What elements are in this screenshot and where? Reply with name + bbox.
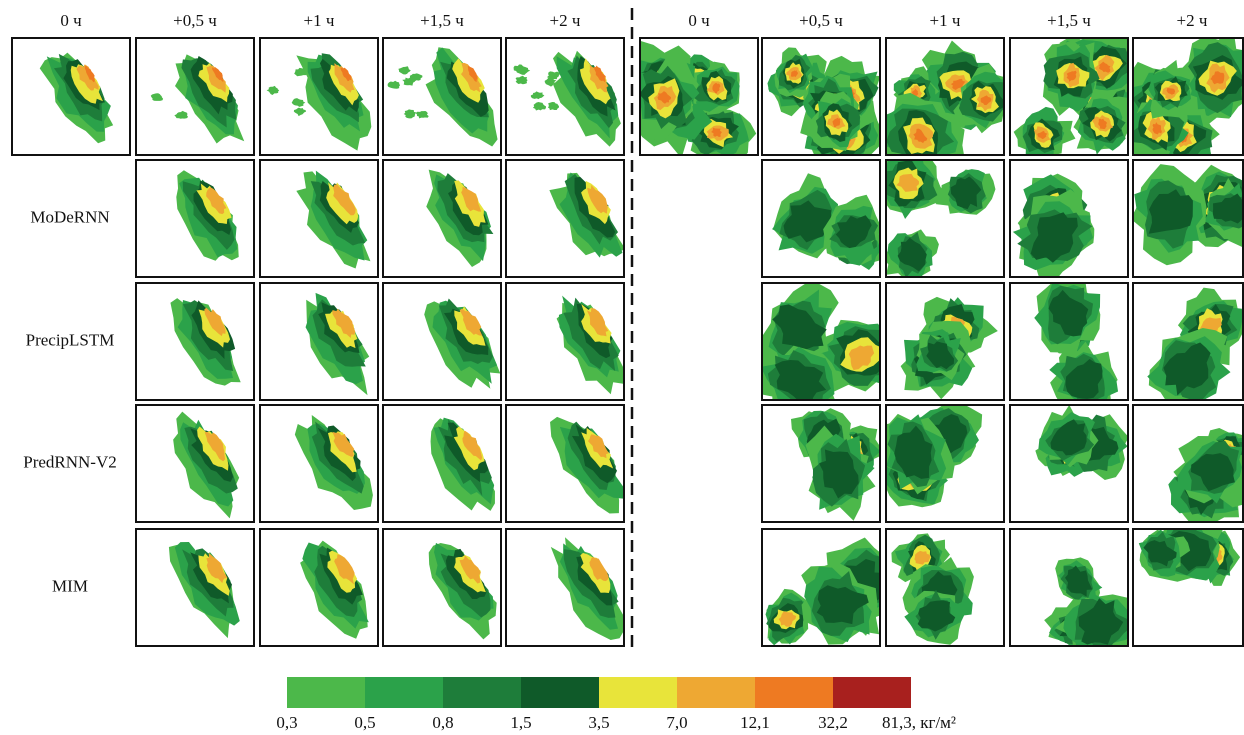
colorbar-swatch — [521, 677, 599, 708]
column-header: 0 ч — [688, 11, 710, 30]
row-label: MoDeRNN — [30, 207, 109, 226]
colorbar-swatch — [755, 677, 833, 708]
column-header: +1,5 ч — [420, 11, 464, 30]
colorbar-label: 0,3 — [276, 713, 297, 732]
panel-content — [1139, 515, 1240, 586]
column-header: +2 ч — [1177, 11, 1208, 30]
column-header: 0 ч — [60, 11, 82, 30]
row-label: PrecipLSTM — [26, 330, 115, 349]
column-header: +0,5 ч — [799, 11, 843, 30]
colorbar-label: 3,5 — [588, 713, 609, 732]
row-label: PredRNN-V2 — [23, 452, 117, 471]
colorbar-swatch — [287, 677, 365, 708]
colorbar-label: 12,1 — [740, 713, 770, 732]
column-header: +1 ч — [304, 11, 335, 30]
colorbar-label: 81,3, кг/м² — [882, 713, 956, 732]
colorbar-label: 32,2 — [818, 713, 848, 732]
figure: 0 ч +0,5 ч +1 ч +1,5 ч +2 ч 0 ч +0,5 ч +1 ч +1,5… — [0, 0, 1244, 735]
colorbar-label: 7,0 — [666, 713, 687, 732]
colorbar-swatch — [599, 677, 677, 708]
column-header: +1 ч — [930, 11, 961, 30]
colorbar-label: 0,8 — [432, 713, 453, 732]
colorbar-swatch — [677, 677, 755, 708]
column-header: +2 ч — [550, 11, 581, 30]
colorbar-swatch — [443, 677, 521, 708]
colorbar-label: 0,5 — [354, 713, 375, 732]
row-label: MIM — [52, 576, 88, 595]
column-header: +0,5 ч — [173, 11, 217, 30]
colorbar-swatch — [833, 677, 911, 708]
colorbar-label: 1,5 — [510, 713, 531, 732]
colorbar-swatch — [365, 677, 443, 708]
column-header: +1,5 ч — [1047, 11, 1091, 30]
